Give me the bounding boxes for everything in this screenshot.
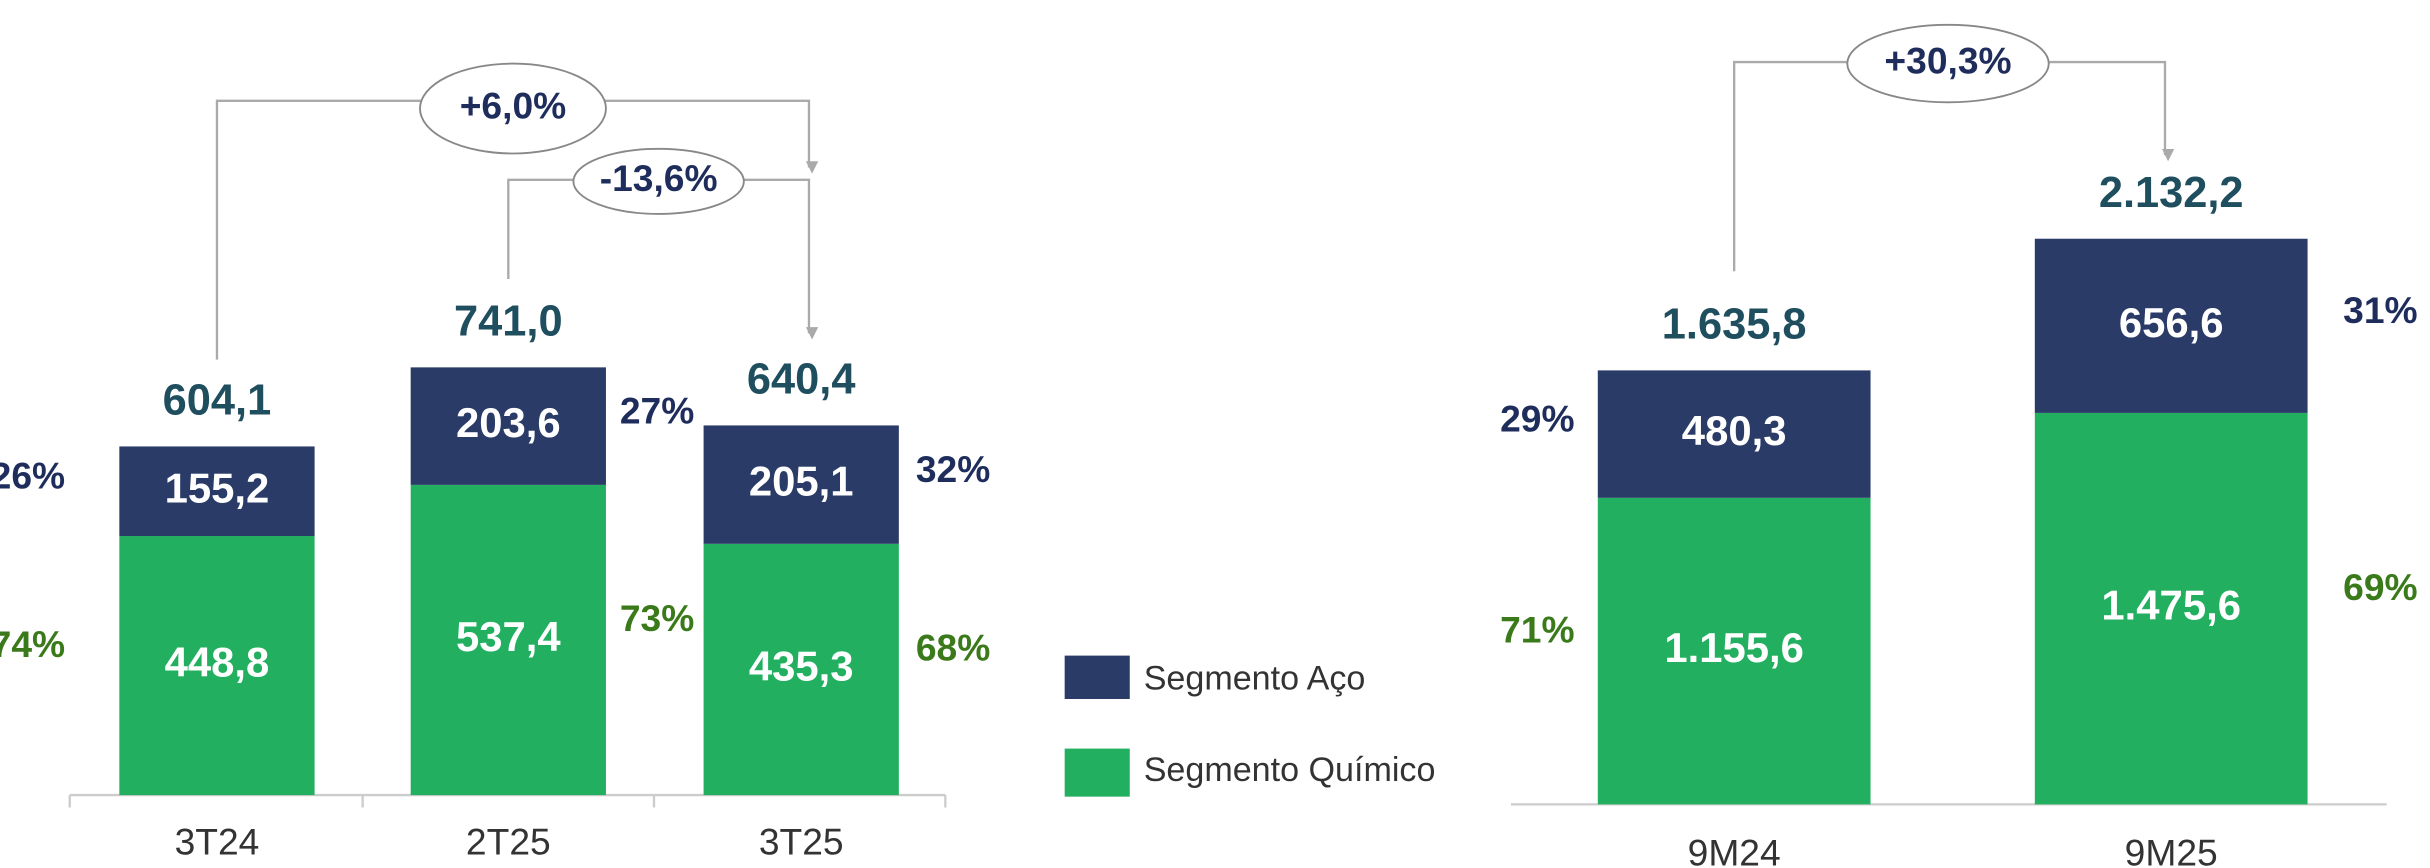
share-label: 31% xyxy=(2343,289,2417,331)
value-label: 537,4 xyxy=(456,613,561,660)
share-label: 74% xyxy=(0,623,65,665)
value-label: 205,1 xyxy=(749,458,854,505)
legend-label: Segmento Químico xyxy=(1144,751,1436,789)
bar-segment xyxy=(119,446,315,537)
growth-label: +30,3% xyxy=(1884,39,2011,81)
share-label: 68% xyxy=(916,627,990,669)
growth-label: +6,0% xyxy=(460,84,566,126)
bar-segment xyxy=(1597,370,1871,498)
bar-segment xyxy=(1597,497,1871,805)
x-tick-label: 2T25 xyxy=(466,821,551,863)
growth-label: -13,6% xyxy=(600,157,718,199)
share-label: 71% xyxy=(1500,608,1574,650)
share-label: 26% xyxy=(0,455,65,497)
value-label: 1.475,6 xyxy=(2101,582,2241,629)
value-label: 1.155,6 xyxy=(1664,624,1804,671)
share-label: 32% xyxy=(916,448,990,490)
value-label: 656,6 xyxy=(2119,299,2224,346)
bar-segment xyxy=(410,484,606,796)
share-label: 73% xyxy=(620,597,694,639)
share-label: 29% xyxy=(1500,398,1574,440)
x-tick-label: 9M25 xyxy=(2125,831,2218,868)
bar-segment xyxy=(703,543,899,796)
bar-segment xyxy=(119,536,315,796)
x-tick-label: 9M24 xyxy=(1688,831,1781,868)
bar-segment xyxy=(410,367,606,485)
share-label: 69% xyxy=(2343,566,2417,608)
total-label: 2.132,2 xyxy=(2099,169,2244,217)
growth-bubble xyxy=(419,62,607,155)
value-label: 155,2 xyxy=(165,464,270,511)
bar-segment xyxy=(2034,412,2308,805)
x-tick-label: 3T25 xyxy=(759,821,844,863)
value-label: 203,6 xyxy=(456,399,561,446)
legend-swatch xyxy=(1064,655,1130,700)
value-label: 448,8 xyxy=(165,639,270,686)
value-label: 480,3 xyxy=(1682,407,1787,454)
bar-segment xyxy=(703,425,899,544)
legend-swatch xyxy=(1064,748,1130,797)
growth-bubble xyxy=(1846,23,2050,104)
growth-bubble xyxy=(572,147,745,215)
x-tick-label: 3T24 xyxy=(175,821,260,863)
total-label: 741,0 xyxy=(454,297,563,345)
bar-segment xyxy=(2034,238,2308,413)
value-label: 435,3 xyxy=(749,643,854,690)
total-label: 604,1 xyxy=(163,376,272,424)
share-label: 27% xyxy=(620,390,694,432)
legend-label: Segmento Aço xyxy=(1144,659,1366,697)
total-label: 640,4 xyxy=(747,356,856,404)
total-label: 1.635,8 xyxy=(1662,300,1807,348)
